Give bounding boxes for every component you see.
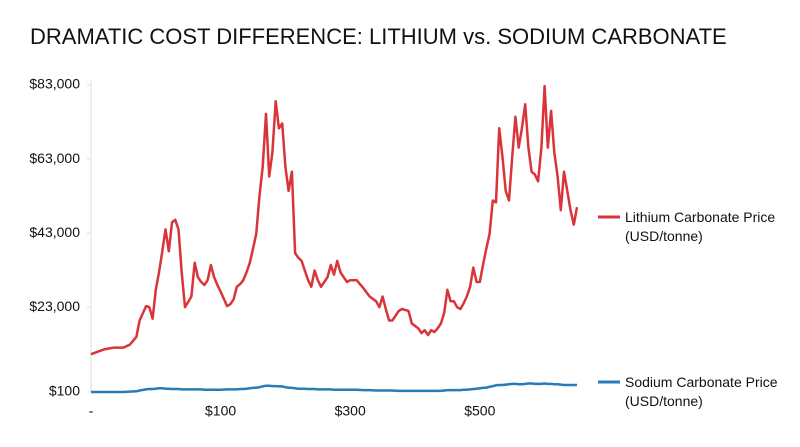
legend-label: Sodium Carbonate Price (USD/tonne): [625, 374, 778, 409]
y-tick-label: $23,000: [29, 298, 80, 314]
x-tick-label: $300: [335, 403, 366, 419]
legend-label: Lithium Carbonate Price (USD/tonne): [625, 209, 776, 244]
y-tick-label: $83,000: [29, 76, 80, 92]
y-tick-label: $63,000: [29, 150, 80, 166]
chart-title: DRAMATIC COST DIFFERENCE: LITHIUM vs. SO…: [30, 24, 727, 49]
y-tick-label: $43,000: [29, 224, 80, 240]
line-series: [90, 84, 579, 356]
y-tick-label: $100: [49, 383, 80, 399]
x-tick-label: -: [89, 403, 94, 419]
x-tick-label: $100: [205, 403, 236, 419]
line-series: [91, 382, 577, 394]
x-tick-label: $500: [464, 403, 495, 419]
